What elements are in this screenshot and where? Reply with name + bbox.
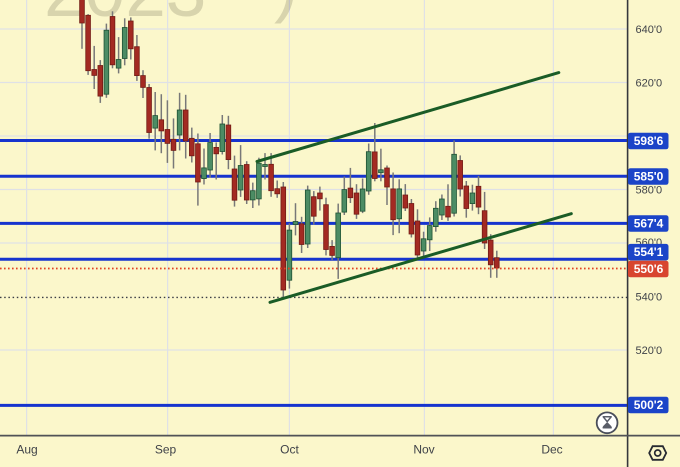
svg-text:Sep: Sep (155, 443, 177, 457)
svg-text:550'6: 550'6 (634, 262, 664, 276)
svg-text:Oct: Oct (280, 443, 299, 457)
svg-text:585'0: 585'0 (634, 170, 664, 184)
svg-text:598'6: 598'6 (634, 134, 664, 148)
svg-text:554'1: 554'1 (634, 245, 664, 259)
svg-text:567'4: 567'4 (634, 217, 664, 231)
svg-text:Dec: Dec (541, 443, 562, 457)
svg-text:520'0: 520'0 (636, 345, 663, 357)
svg-text:540'0: 540'0 (636, 292, 663, 304)
svg-text:Nov: Nov (413, 443, 434, 457)
svg-text:500'2: 500'2 (634, 398, 664, 412)
svg-text:640'0: 640'0 (636, 24, 663, 36)
svg-text:620'0: 620'0 (636, 78, 663, 90)
svg-text:): ) (274, 0, 298, 25)
svg-text:Aug: Aug (16, 443, 37, 457)
svg-text:580'0: 580'0 (636, 185, 663, 197)
